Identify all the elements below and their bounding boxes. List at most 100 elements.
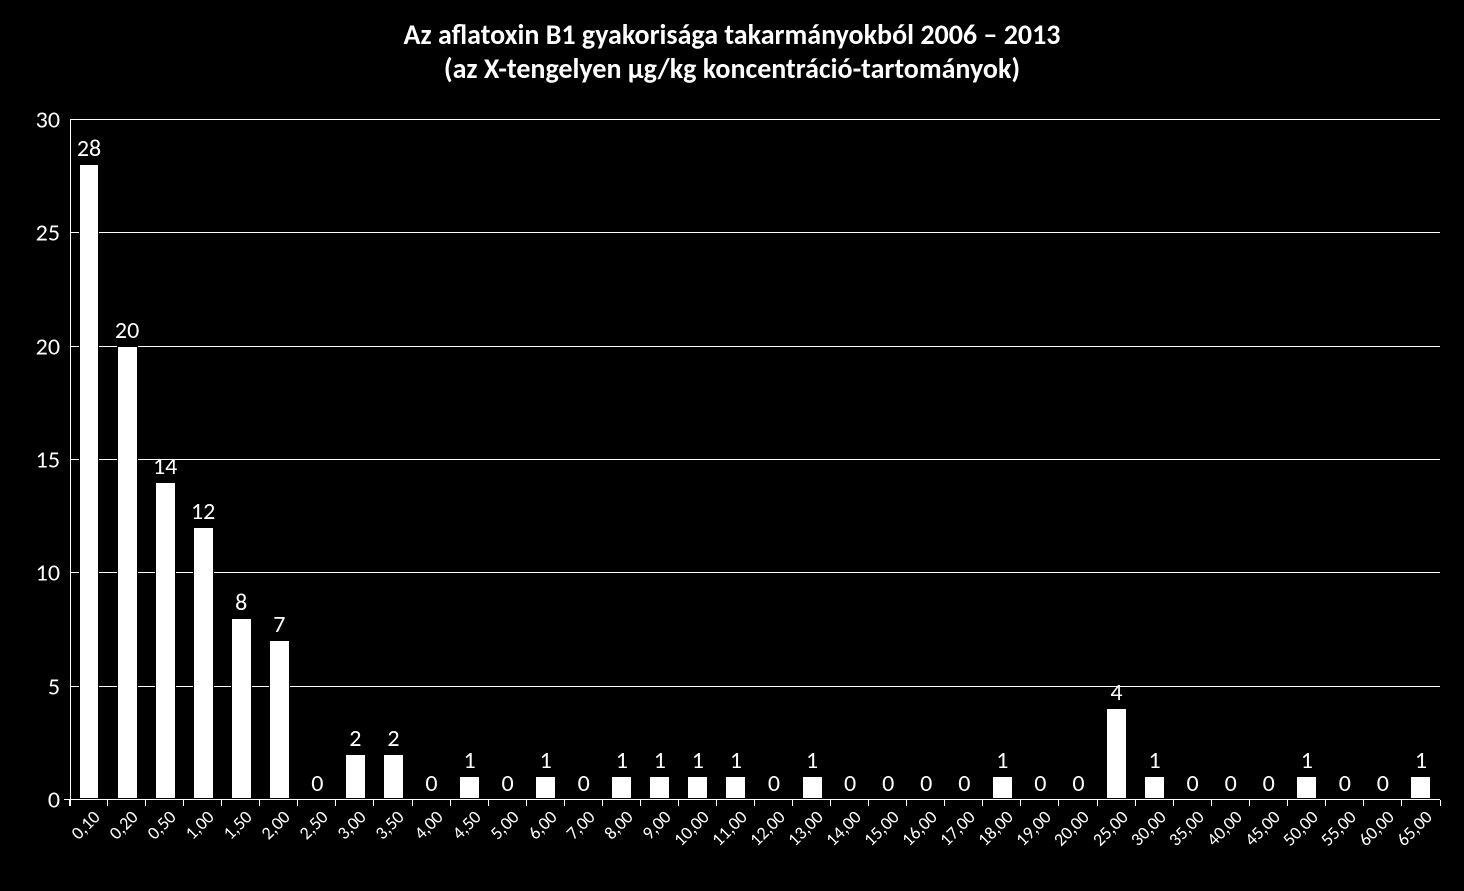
y-tick-label: 10	[36, 559, 60, 588]
x-tick-label: 50,00	[1278, 806, 1323, 851]
bar-slot: 140,50	[146, 120, 184, 800]
x-tick-mark	[1440, 800, 1441, 806]
x-tick-label: 11,00	[707, 806, 752, 851]
bar-slot: 012,00	[755, 120, 793, 800]
data-label: 0	[920, 769, 932, 798]
x-tick-label: 7,00	[561, 806, 599, 844]
data-label: 0	[311, 769, 323, 798]
data-label: 14	[153, 452, 177, 481]
data-label-wrap: 1	[616, 746, 628, 777]
data-label-wrap: 0	[578, 769, 590, 800]
x-tick-label: 12,00	[745, 806, 790, 851]
data-label-wrap: 1	[806, 746, 818, 777]
x-tick-label: 3,00	[333, 806, 371, 844]
bar	[193, 527, 214, 799]
bar	[802, 776, 823, 799]
data-label-wrap: 0	[1034, 769, 1046, 800]
x-tick-mark	[564, 800, 565, 806]
bar-slot: 111,00	[717, 120, 755, 800]
x-tick-label: 35,00	[1164, 806, 1209, 851]
bar-slot: 019,00	[1021, 120, 1059, 800]
x-tick-mark	[944, 800, 945, 806]
x-tick-label: 4,50	[447, 806, 485, 844]
x-tick-mark	[69, 800, 70, 806]
x-tick-mark	[1173, 800, 1174, 806]
data-label-wrap: 0	[425, 769, 437, 800]
y-tick-label: 15	[36, 446, 60, 475]
bar-slot: 23,00	[336, 120, 374, 800]
data-label-wrap: 1	[1148, 746, 1160, 777]
x-tick-label: 65,00	[1392, 806, 1437, 851]
data-label: 2	[349, 724, 361, 753]
x-tick-mark	[107, 800, 108, 806]
bar	[725, 776, 746, 799]
bar-slot: 130,00	[1136, 120, 1174, 800]
x-tick-label: 6,00	[523, 806, 561, 844]
bar-slot: 165,00	[1402, 120, 1440, 800]
x-tick-mark	[412, 800, 413, 806]
data-label: 1	[692, 746, 704, 775]
bar	[383, 754, 404, 799]
data-label: 1	[1301, 746, 1313, 775]
bar-slot: 02,50	[298, 120, 336, 800]
x-tick-mark	[145, 800, 146, 806]
data-label: 0	[882, 769, 894, 798]
bar-slot: 045,00	[1250, 120, 1288, 800]
data-label: 1	[540, 746, 552, 775]
bar-slot: 81,50	[222, 120, 260, 800]
x-tick-label: 10,00	[669, 806, 714, 851]
bar-slot: 113,00	[793, 120, 831, 800]
y-tick-label: 25	[36, 219, 60, 248]
bar-slot: 72,00	[260, 120, 298, 800]
x-tick-label: 0,10	[66, 806, 104, 844]
data-label: 7	[273, 610, 285, 639]
bar-slot: 020,00	[1059, 120, 1097, 800]
data-label-wrap: 12	[191, 497, 215, 528]
x-tick-label: 30,00	[1126, 806, 1171, 851]
data-label: 1	[1415, 746, 1427, 775]
x-tick-mark	[1097, 800, 1098, 806]
x-tick-label: 14,00	[821, 806, 866, 851]
data-label-wrap: 1	[996, 746, 1008, 777]
x-tick-label: 19,00	[1011, 806, 1056, 851]
x-tick-label: 15,00	[859, 806, 904, 851]
x-tick-label: 5,00	[485, 806, 523, 844]
x-tick-mark	[297, 800, 298, 806]
x-tick-mark	[640, 800, 641, 806]
data-label: 0	[1034, 769, 1046, 798]
data-label: 0	[844, 769, 856, 798]
data-label-wrap: 0	[1072, 769, 1084, 800]
bar-slot: 14,50	[451, 120, 489, 800]
data-label-wrap: 28	[77, 134, 101, 165]
bar-slot: 200,20	[108, 120, 146, 800]
x-tick-mark	[1363, 800, 1364, 806]
x-tick-label: 8,00	[599, 806, 637, 844]
bar-slot: 07,00	[565, 120, 603, 800]
bar-slot: 060,00	[1364, 120, 1402, 800]
bar	[155, 482, 176, 799]
x-tick-mark	[868, 800, 869, 806]
x-tick-mark	[1325, 800, 1326, 806]
data-label: 0	[502, 769, 514, 798]
data-label: 0	[1377, 769, 1389, 798]
data-label: 0	[1072, 769, 1084, 798]
bar-slot: 19,00	[641, 120, 679, 800]
bar-slot: 150,00	[1288, 120, 1326, 800]
data-label-wrap: 0	[1377, 769, 1389, 800]
x-tick-label: 2,50	[295, 806, 333, 844]
x-tick-label: 0,50	[143, 806, 181, 844]
data-label: 0	[768, 769, 780, 798]
x-tick-mark	[1058, 800, 1059, 806]
x-tick-label: 13,00	[783, 806, 828, 851]
x-tick-label: 45,00	[1240, 806, 1285, 851]
data-label: 12	[191, 497, 215, 526]
data-label-wrap: 2	[387, 724, 399, 755]
y-tick-label: 0	[48, 786, 60, 815]
bar	[459, 776, 480, 799]
data-label-wrap: 14	[153, 452, 177, 483]
x-tick-mark	[678, 800, 679, 806]
bar	[1296, 776, 1317, 799]
x-tick-label: 18,00	[973, 806, 1018, 851]
data-label: 28	[77, 134, 101, 163]
x-tick-mark	[906, 800, 907, 806]
